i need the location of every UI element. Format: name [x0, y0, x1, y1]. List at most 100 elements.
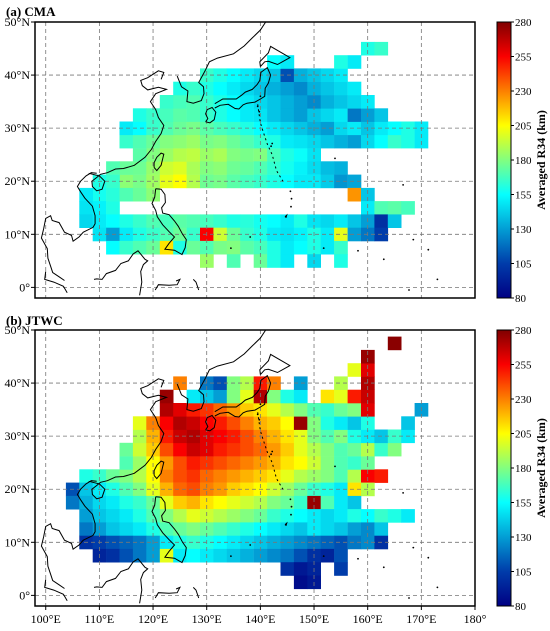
- island: [256, 105, 259, 108]
- island: [382, 566, 385, 569]
- heatmap-cell: [280, 469, 295, 483]
- heatmap-cell: [280, 442, 295, 457]
- heatmap-cell: [213, 416, 228, 430]
- heatmap-cell: [280, 81, 295, 96]
- heatmap-cell: [293, 522, 308, 536]
- heatmap-cell: [320, 121, 335, 136]
- heatmap-cell: [320, 108, 335, 122]
- lon-tick-label: 160°E: [353, 612, 383, 626]
- heatmap-cell: [186, 121, 201, 136]
- heatmap-cell: [186, 469, 201, 483]
- heatmap-cell: [146, 161, 160, 175]
- heatmap-cell: [65, 495, 80, 510]
- heatmap-cell: [213, 495, 228, 510]
- heatmap-cell: [293, 214, 308, 228]
- heatmap-cell: [334, 376, 348, 390]
- heatmap-cell: [347, 482, 362, 497]
- heatmap-cell: [186, 548, 201, 563]
- heatmap-cell: [267, 254, 281, 268]
- heatmap-cell: [173, 403, 187, 417]
- heatmap-cell: [240, 240, 254, 255]
- island: [256, 413, 259, 416]
- heatmap-cell: [213, 214, 228, 228]
- heatmap-cell: [334, 161, 348, 175]
- heatmap-cell: [213, 403, 228, 417]
- heatmap-cell: [213, 456, 228, 470]
- heatmap-cell: [280, 254, 295, 268]
- heatmap-cell: [307, 495, 321, 510]
- heatmap-cell: [280, 148, 295, 162]
- heatmap-cell: [132, 240, 147, 255]
- heatmap-cell: [307, 161, 321, 175]
- heatmap-cell: [173, 148, 187, 162]
- heatmap-cell: [186, 240, 201, 255]
- heatmap-cell: [226, 469, 241, 483]
- colorbar-tick-label: 130: [515, 532, 532, 544]
- island: [270, 453, 272, 456]
- heatmap-cell: [159, 389, 174, 404]
- island: [408, 597, 410, 599]
- coastline-path: [284, 213, 288, 218]
- colorbar-tick-label: 205: [515, 429, 532, 441]
- heatmap-cell: [267, 416, 281, 430]
- heatmap-cell: [347, 81, 362, 96]
- heatmap-cell: [280, 389, 295, 404]
- heatmap-cell: [280, 509, 295, 523]
- heatmap-cell: [186, 108, 201, 122]
- heatmap-cell: [132, 548, 147, 563]
- heatmap-cell: [267, 108, 281, 122]
- heatmap-cell: [146, 482, 160, 497]
- coastline-path: [284, 521, 288, 526]
- colorbar-tick-label: 255: [515, 360, 532, 372]
- heatmap-cell: [267, 389, 281, 404]
- colorbar-tick-label: 130: [515, 224, 532, 236]
- island: [290, 197, 293, 200]
- heatmap-cell: [119, 509, 134, 523]
- heatmap-cell: [159, 522, 174, 536]
- heatmap-cell: [173, 95, 187, 109]
- heatmap-cell: [293, 548, 308, 563]
- heatmap-cell: [267, 522, 281, 536]
- heatmap-cell: [226, 254, 241, 268]
- lat-tick-label: 30°N: [5, 429, 31, 443]
- heatmap-cell: [213, 442, 228, 457]
- heatmap-cell: [334, 121, 348, 136]
- heatmap-cell: [226, 442, 241, 457]
- heatmap-cell: [240, 161, 254, 175]
- heatmap-cell: [240, 416, 254, 430]
- heatmap-cell: [280, 214, 295, 228]
- heatmap-cell: [267, 509, 281, 523]
- heatmap-cell: [280, 134, 295, 149]
- coastline-path: [214, 66, 272, 110]
- heatmap-cell: [240, 81, 254, 96]
- heatmap-cell: [240, 148, 254, 162]
- heatmap-cell: [173, 469, 187, 483]
- heatmap-cell: [374, 522, 389, 536]
- heatmap-cell: [159, 535, 174, 550]
- colorbar-tick-label: 180: [515, 155, 532, 167]
- heatmap-cell: [293, 108, 308, 122]
- island: [322, 247, 325, 250]
- heatmap-cell: [186, 81, 201, 96]
- island-chain: [257, 412, 284, 490]
- heatmap-cell: [200, 495, 214, 510]
- heatmap-cell: [253, 148, 268, 162]
- heatmap-cell: [347, 495, 362, 510]
- coastline-path: [154, 278, 181, 291]
- coastline-path: [40, 172, 97, 281]
- coastline-path: [214, 374, 272, 418]
- heatmap-cell: [92, 187, 107, 202]
- colorbar-label: Averaged R34 (km): [534, 110, 548, 210]
- heatmap-cell: [253, 469, 268, 483]
- island: [402, 492, 404, 494]
- coastline-path: [205, 414, 217, 432]
- heatmap-cell: [186, 227, 201, 242]
- lat-tick-label: 40°N: [5, 376, 31, 390]
- coastline: [40, 21, 439, 296]
- heatmap-cell: [132, 187, 147, 202]
- heatmap-cell: [226, 389, 241, 404]
- colorbar: 80 105 130 155 180 205 230 255 280 Averaged R34 (…: [496, 17, 548, 305]
- heatmap-cell: [401, 134, 415, 149]
- heatmap-cell: [280, 240, 295, 255]
